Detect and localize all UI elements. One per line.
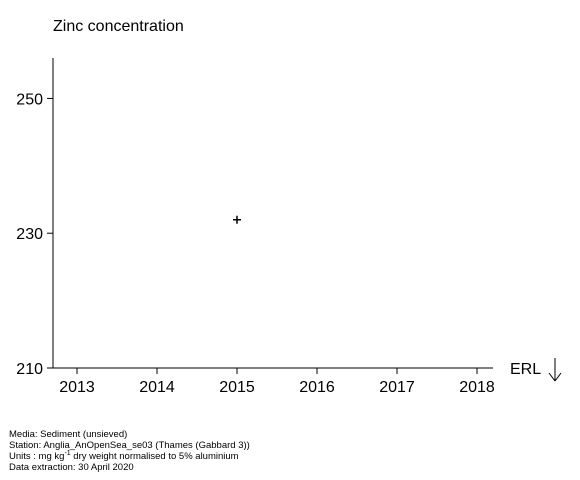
y-tick-label: 230: [16, 226, 43, 243]
units-sup: -1: [64, 450, 71, 457]
x-tick-label: 2015: [219, 379, 255, 396]
units-text: Units : mg kg-1 dry weight normalised to…: [9, 450, 250, 462]
chart-title: Zinc concentration: [53, 18, 184, 35]
units-prefix: Units : mg kg: [9, 451, 65, 462]
units-suffix: dry weight normalised to 5% aluminium: [70, 451, 239, 462]
x-tick-label: 2014: [139, 379, 175, 396]
x-tick-label: 2018: [459, 379, 495, 396]
media-text: Media: Sediment (unsieved): [9, 429, 128, 440]
x-tick-label: 2017: [379, 379, 415, 396]
y-tick-label: 210: [16, 361, 43, 378]
data-point: [233, 215, 241, 224]
station-text: Station: Anglia_AnOpenSea_se03 (Thames (…: [9, 440, 250, 451]
x-tick-label: 2016: [299, 379, 335, 396]
x-tick-label: 2013: [59, 379, 95, 396]
extraction-text: Data extraction: 30 April 2020: [9, 462, 134, 473]
erl-down-arrow-icon: [548, 358, 562, 382]
erl-label: ERL: [510, 361, 541, 378]
metadata-block: Media: Sediment (unsieved) Station: Angl…: [9, 429, 250, 473]
y-tick-label: 250: [16, 91, 43, 108]
